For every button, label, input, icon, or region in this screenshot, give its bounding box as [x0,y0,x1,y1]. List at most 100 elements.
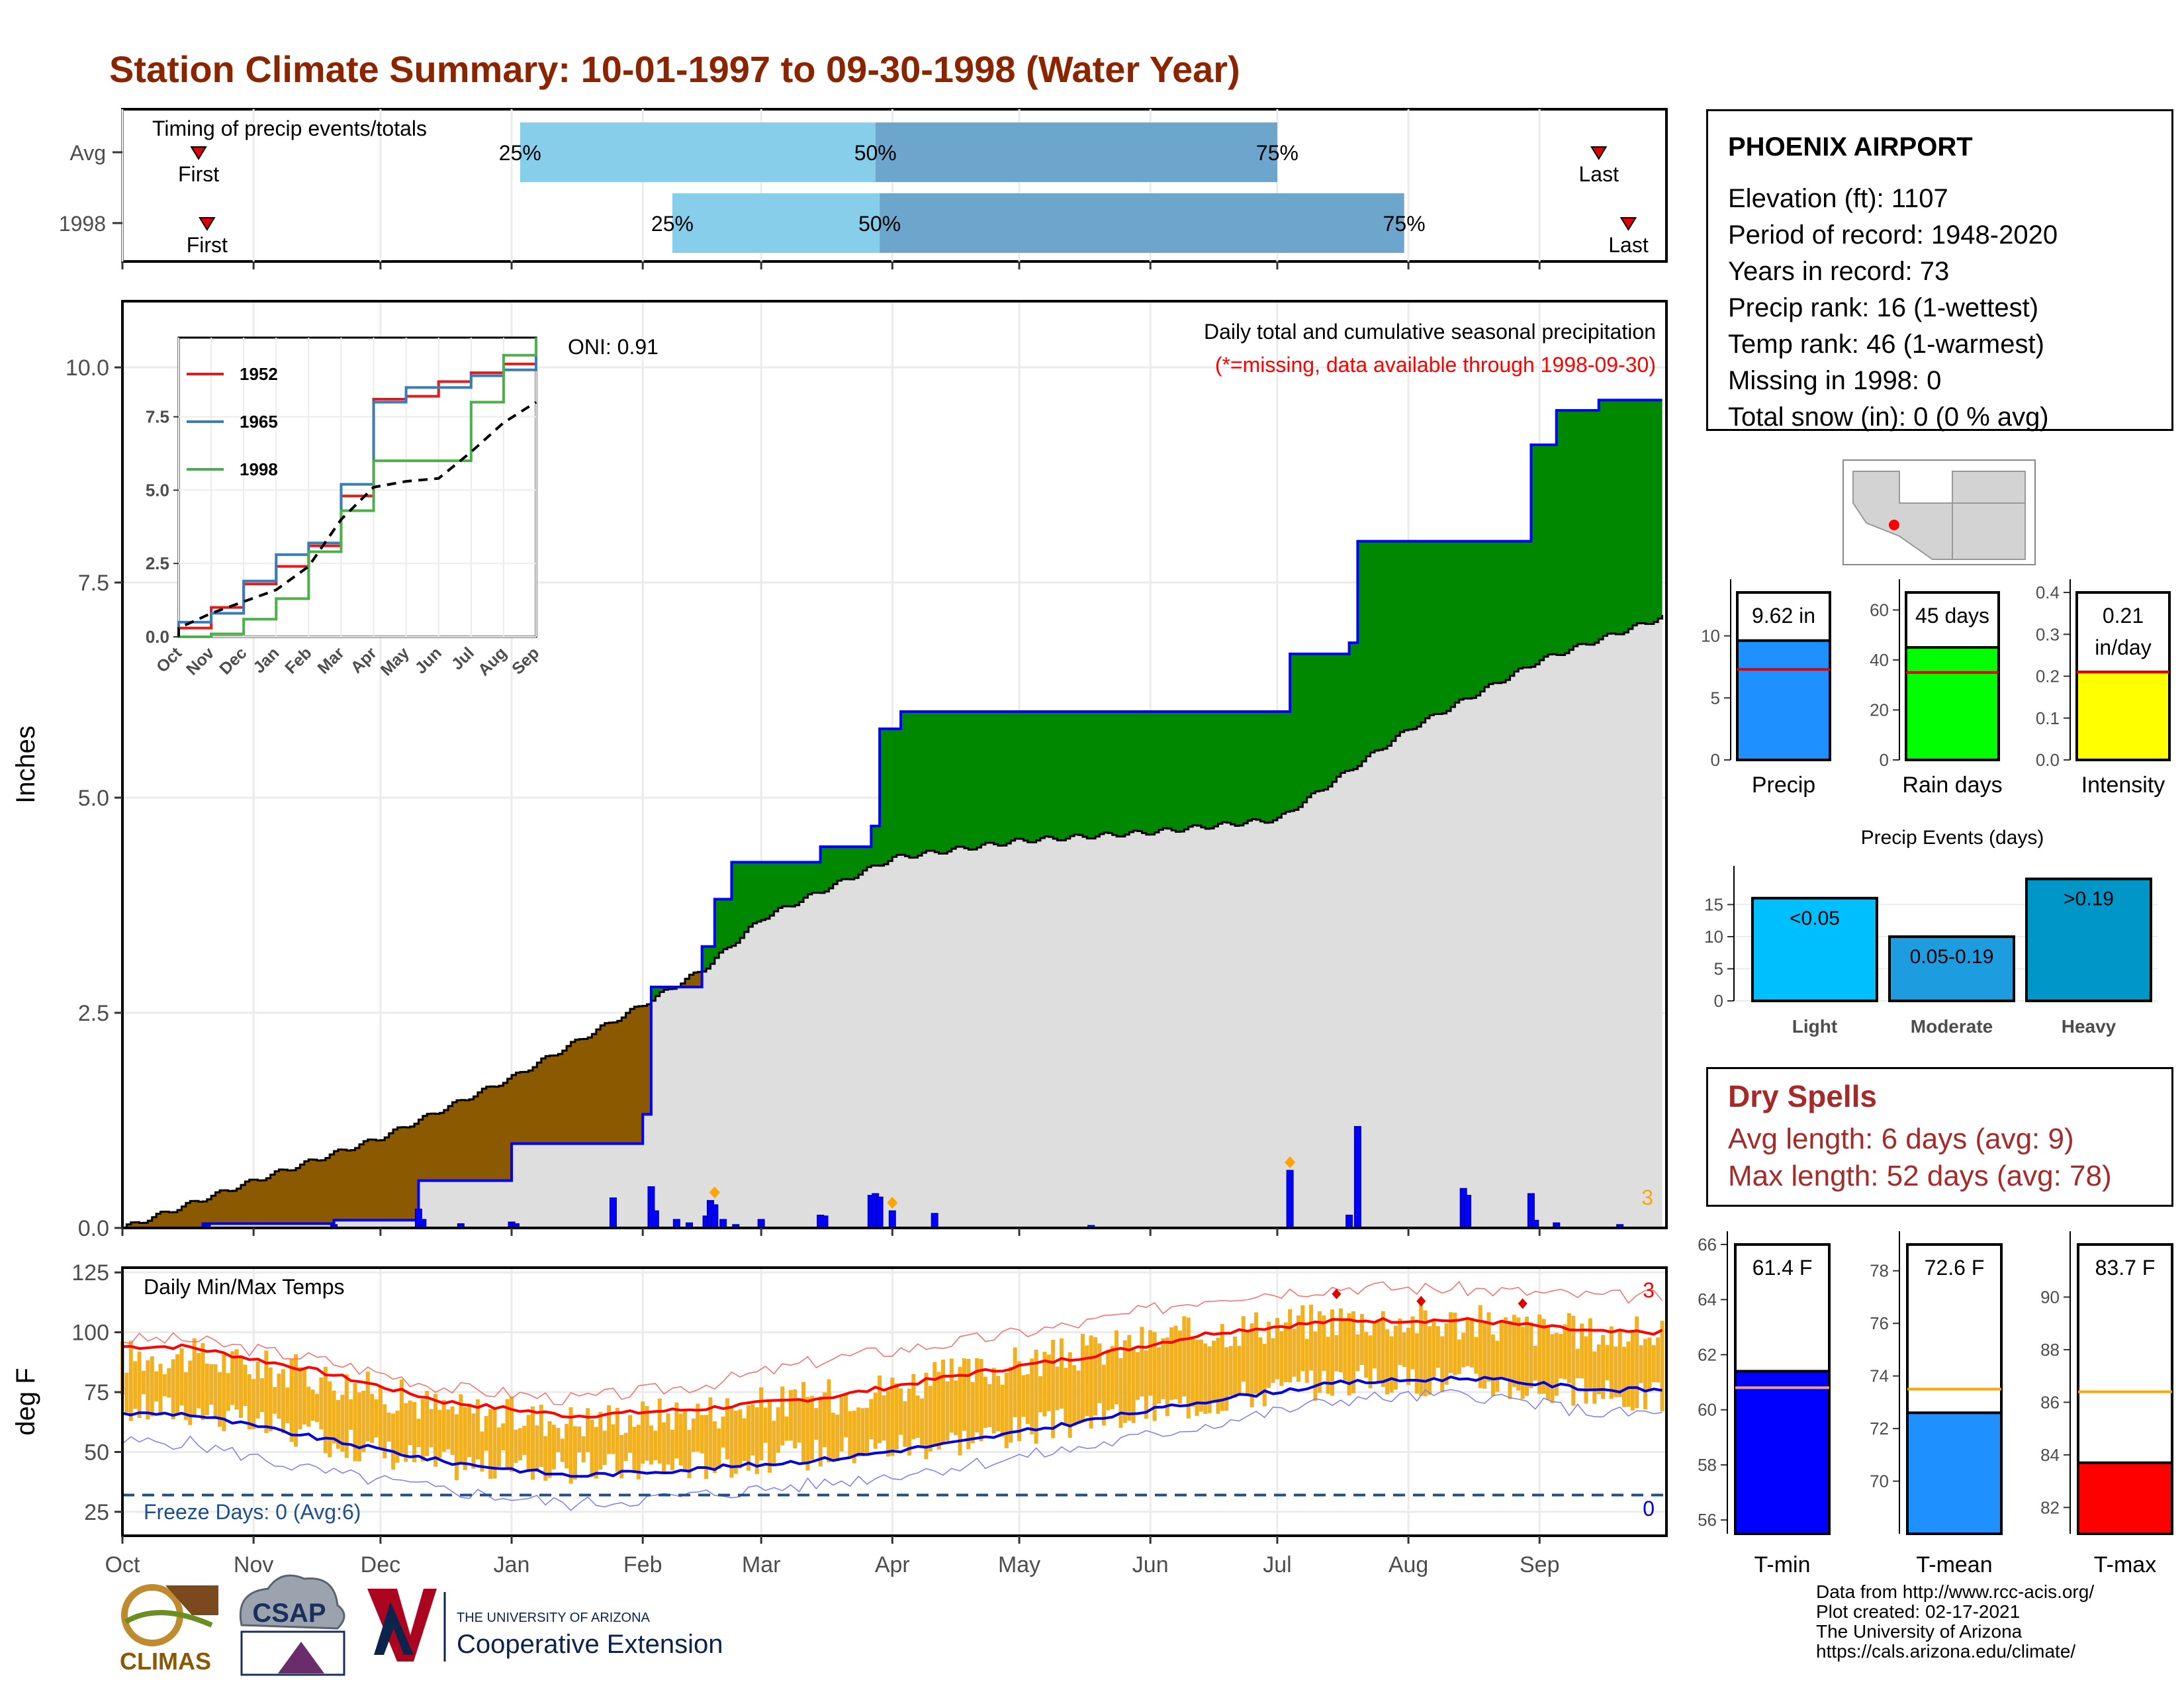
timing-row-label: 1998 [59,212,106,236]
credit-data-source: Data from http://www.rcc-acis.org/ [1816,1581,2095,1602]
average-min-line [122,1375,1662,1478]
summary-bars: 0 5 10 9.62 in Precip 0 20 40 60 45 days Rain days… [1701,579,2171,798]
station-location-dot [1889,520,1899,530]
mini-bar-category-label: Rain days [1902,773,2002,798]
precip-ytick-label: 0.0 [78,1216,109,1241]
timing-label-75: 75% [1256,141,1298,165]
mini-ytick-label: 60 [1698,1400,1717,1420]
temperature-panel: 25 50 75 100 125 Oct Nov Dec Jan Feb Mar Apr May Jun J… [11,1260,1668,1577]
record-temp-marker [1332,1288,1342,1299]
inset-frame [177,336,537,638]
temp-ytick-label: 75 [84,1380,109,1405]
mini-ytick-label: 78 [1870,1261,1889,1281]
timing-label-25: 25% [651,212,694,236]
record-precip-marker [1285,1156,1296,1168]
temp-y-axis-label: deg F [11,1368,40,1435]
oni-value: ONI: 0.91 [568,335,659,359]
daily-precip-bar [876,1196,884,1229]
events-bar [2025,877,2152,1002]
logos: CLIMAS CSAP THE UNIVERSITY OF ARIZONA Coope… [120,1574,723,1676]
timing-bar-50-75 [875,122,1277,182]
events-bar [1888,935,2015,1002]
record-min-line [122,1389,1662,1511]
ua-logo-mark [367,1589,437,1662]
mini-ytick-label: 82 [2040,1497,2060,1517]
last-event-marker [1619,217,1637,231]
mini-ytick-label: 40 [1870,650,1889,670]
temperature-bars: 56 58 60 62 64 66 61.4 F T-min 70 72 74 76 78 72.6 F T… [1698,1231,2173,1577]
daily-precip-bar [711,1204,719,1229]
dry-spells-title: Dry Spells [1728,1079,1877,1113]
events-category-label: Moderate [1911,1016,1993,1037]
first-event-marker [199,217,216,231]
mini-ytick-label: 0.3 [2036,624,2060,644]
inset-series-line [179,338,537,638]
daily-precip-bar [1353,1126,1361,1229]
mini-bar-value [1734,1370,1831,1535]
daily-precip-bar [1286,1170,1294,1229]
events-bar-label: <0.05 [1790,908,1840,929]
mini-ytick-label: 0.2 [2036,667,2060,686]
climas-logo-wave [124,1610,213,1628]
mini-ytick-label: 66 [1698,1235,1717,1254]
record-cold-count: 0 [1643,1497,1655,1521]
events-title: Precip Events (days) [1861,827,2044,849]
mini-ytick-label: 5 [1711,688,1720,708]
page-title: Station Climate Summary: 10-01-1997 to 0… [109,48,1240,90]
inset-legend-label: 1998 [240,459,278,479]
temp-panel-title: Daily Min/Max Temps [144,1275,344,1299]
inset-average-line [177,400,537,637]
last-event-label: Last [1608,233,1649,257]
first-event-label: First [178,162,219,186]
mini-bar-value-text: 45 days [1915,604,1989,628]
precip-ytick-label: 10.0 [66,355,109,381]
month-axis-label: Jan [494,1552,530,1577]
location-map [1843,459,2036,565]
events-bar-label: >0.19 [2064,888,2114,910]
dry-avg-length: Avg length: 6 days (avg: 9) [1728,1123,2074,1155]
daily-precip-bar [1464,1195,1472,1229]
mini-ytick-label: 72 [1870,1419,1889,1438]
first-event-marker [190,146,207,160]
first-event-label: First [187,233,228,257]
precip-events-chart: Precip Events (days) 0 5 10 15 <0.05 Light 0.05… [1704,827,2158,1037]
inset-legend-label: 1952 [240,364,278,384]
dry-max-length: Max length: 52 days (avg: 78) [1728,1160,2112,1192]
events-bar-label: 0.05-0.19 [1910,946,1994,968]
month-axis-label: Jun [1132,1552,1169,1577]
credit-plot-date: Plot created: 02-17-2021 [1816,1601,2021,1622]
inset-ytick-label: 7.5 [146,407,169,427]
mini-ytick-label: 84 [2040,1445,2060,1465]
precip-y-axis-label: Inches [11,726,40,804]
mini-ytick-label: 0 [1711,750,1720,770]
daily-precip-bar [1345,1215,1353,1229]
mini-bar-category-label: T-min [1754,1552,1811,1577]
mini-bar-category-label: T-mean [1916,1552,1992,1577]
month-axis-label: Dec [361,1552,400,1577]
temp-ytick-label: 100 [71,1321,109,1346]
month-axis-label: Jul [1263,1552,1291,1577]
station-years: Years in record: 73 [1728,257,1950,286]
daily-precip-bar [821,1215,829,1229]
climas-logo-text: CLIMAS [120,1648,211,1675]
mini-ytick-label: 10 [1701,626,1720,646]
mini-bar-value [2077,1461,2173,1535]
daily-temp-range-bars [120,1304,1664,1484]
mini-ytick-label: 20 [1870,700,1889,720]
events-ytick-label: 10 [1704,927,1723,947]
mini-ytick-label: 90 [2040,1287,2060,1307]
mini-ytick-label: 58 [1698,1455,1717,1475]
events-ytick-label: 0 [1714,991,1723,1011]
precip-ytick-label: 2.5 [78,1001,109,1026]
precip-note-missing: (*=missing, data available through 1998-… [1215,353,1656,377]
timing-bar-25-50 [672,193,880,253]
daily-precip-bar [931,1213,938,1229]
events-bar [1751,896,1878,1003]
credit-url: https://cals.arizona.edu/climate/ [1816,1641,2076,1662]
temp-ytick-label: 25 [84,1500,109,1525]
record-precip-marker [887,1197,898,1209]
precip-ytick-label: 5.0 [78,786,109,811]
timing-label-25: 25% [499,141,541,165]
record-max-line [122,1281,1663,1405]
